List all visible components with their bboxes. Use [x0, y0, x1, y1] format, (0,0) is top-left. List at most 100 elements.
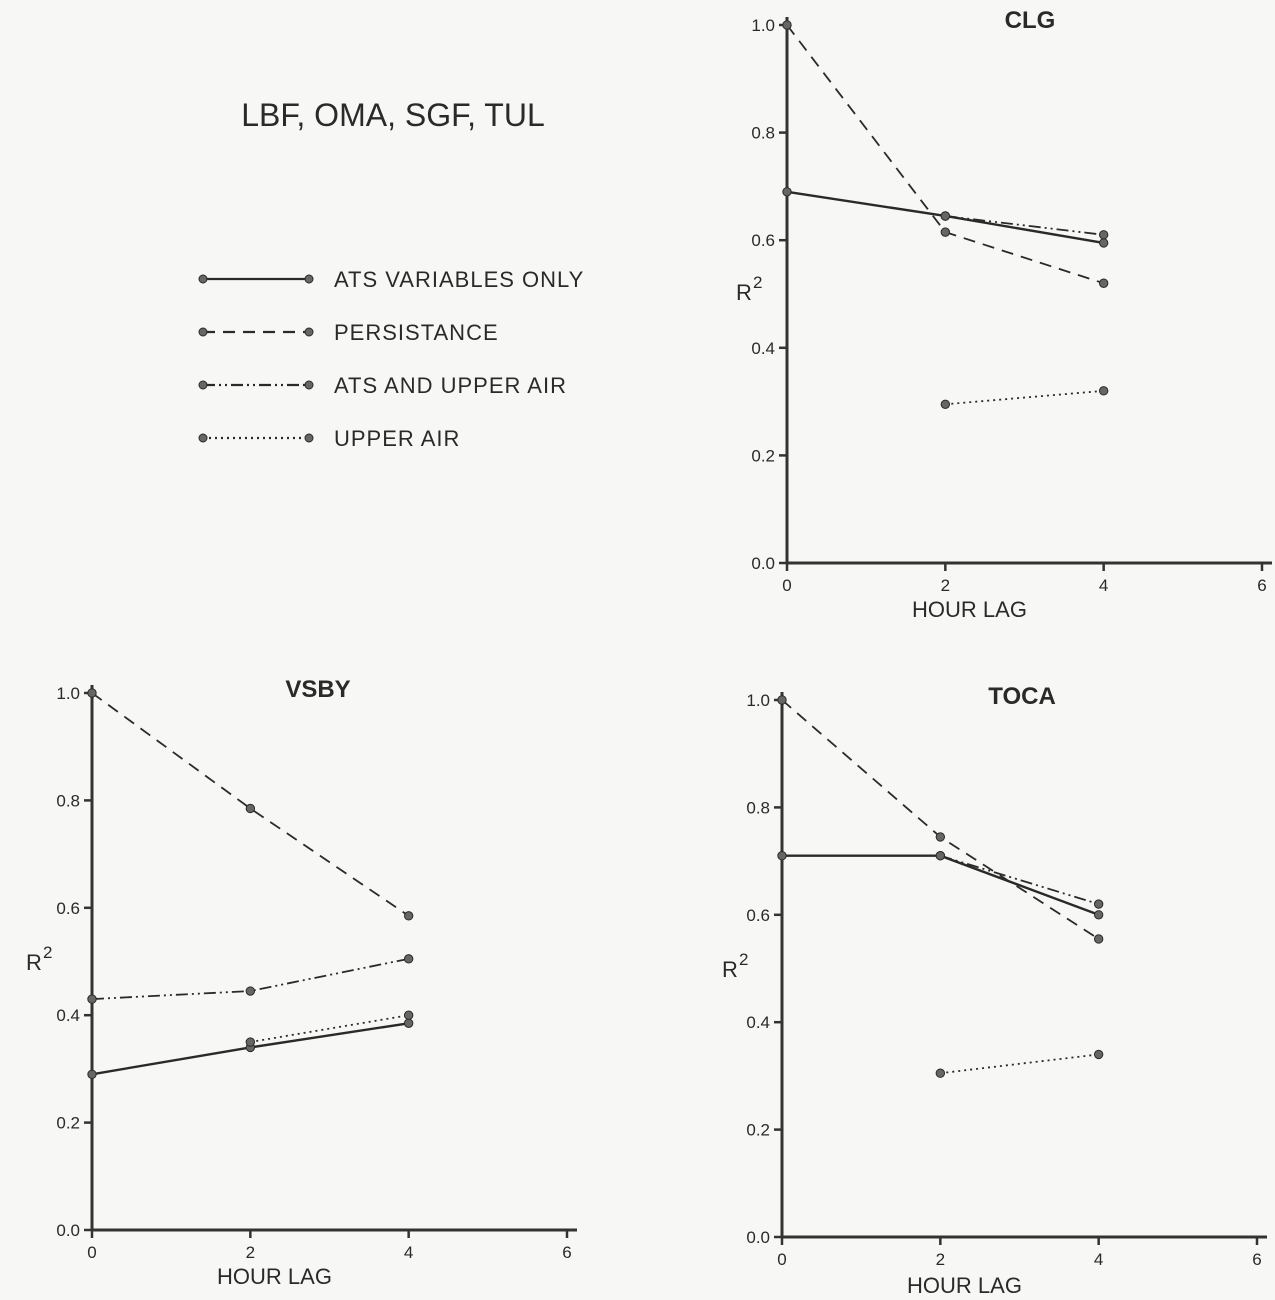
data-point-ats_upper	[1093, 899, 1104, 909]
data-point-persistence	[935, 832, 946, 842]
data-point-upper	[1093, 1049, 1104, 1060]
legend-entry-ats_upper: ATS AND UPPER AIR	[198, 373, 567, 398]
data-point-persistence	[403, 911, 414, 921]
data-point-ats	[782, 187, 792, 197]
legend-marker-end	[304, 433, 314, 443]
x-tick-label: 6	[1257, 576, 1266, 595]
legend-label-ats: ATS VARIABLES ONLY	[334, 267, 584, 292]
data-point-ats	[777, 851, 787, 861]
x-axis-title: HOUR LAG	[907, 1273, 1022, 1298]
data-point-ats	[403, 1018, 414, 1028]
x-tick-label: 2	[936, 1250, 945, 1269]
y-tick-label: 0.8	[746, 798, 770, 817]
legend-marker-end	[304, 327, 314, 337]
legend-marker-end	[304, 380, 314, 390]
series-ats_upper	[940, 211, 1109, 240]
y-tick-label: 0.0	[56, 1221, 80, 1240]
y-tick-label: 1.0	[56, 684, 80, 703]
x-tick-label: 2	[246, 1243, 255, 1262]
y-tick-label: 0.6	[56, 899, 80, 918]
data-point-persistence	[1098, 278, 1109, 288]
chart-title: VSBY	[285, 676, 350, 703]
y-tick-label: 0.8	[751, 124, 775, 143]
y-tick-label: 0.8	[56, 791, 80, 810]
y-axis-title-superscript: 2	[753, 273, 762, 292]
data-point-persistence	[777, 695, 787, 705]
x-axis-title: HOUR LAG	[217, 1264, 332, 1289]
legend-label-persistence: PERSISTANCE	[334, 320, 499, 345]
data-point-ats_upper	[403, 954, 414, 964]
y-tick-label: 0.2	[56, 1114, 80, 1133]
y-tick-label: 0.4	[746, 1013, 770, 1032]
y-tick-label: 0.4	[751, 339, 775, 358]
x-tick-label: 6	[562, 1243, 571, 1262]
y-axis-title: R	[722, 957, 738, 982]
series-persistence	[777, 695, 1104, 944]
series-upper	[940, 386, 1109, 409]
data-point-ats_upper	[245, 986, 256, 996]
data-point-ats	[87, 1069, 97, 1079]
y-tick-label: 0.2	[746, 1121, 770, 1140]
y-axis-title-superscript: 2	[43, 943, 52, 962]
data-point-persistence	[1093, 934, 1104, 944]
data-point-ats_upper	[940, 211, 951, 221]
legend-marker-end	[304, 274, 314, 284]
series-persistence	[782, 20, 1109, 288]
data-point-persistence	[782, 20, 792, 30]
x-tick-label: 0	[87, 1243, 96, 1262]
x-tick-label: 6	[1252, 1250, 1261, 1269]
chart-title: CLG	[1005, 7, 1056, 34]
legend-entry-ats: ATS VARIABLES ONLY	[198, 267, 584, 292]
x-tick-label: 0	[777, 1250, 786, 1269]
series-persistence	[87, 688, 414, 921]
x-tick-label: 2	[941, 576, 950, 595]
y-tick-label: 1.0	[746, 691, 770, 710]
y-axis-title: R	[26, 950, 42, 975]
data-point-ats	[1098, 238, 1109, 248]
data-point-upper	[403, 1010, 414, 1020]
legend-marker-start	[198, 433, 208, 443]
series-line-ats	[782, 854, 1100, 916]
chart-title: TOCA	[988, 683, 1056, 710]
data-point-ats_upper	[1098, 230, 1109, 240]
y-tick-label: 0.0	[746, 1228, 770, 1247]
legend: ATS VARIABLES ONLY PERSISTANCE ATS AND UPP…	[198, 267, 584, 451]
figure-title: LBF, OMA, SGF, TUL	[241, 97, 544, 133]
series-line-upper	[940, 1053, 1099, 1075]
series-ats_upper	[87, 954, 414, 1004]
x-tick-label: 4	[404, 1243, 413, 1262]
series-upper	[245, 1010, 414, 1047]
x-tick-label: 4	[1094, 1250, 1103, 1269]
series-ats_upper	[935, 851, 1104, 909]
series-upper	[935, 1049, 1104, 1078]
series-line-upper	[250, 1014, 409, 1043]
series-line-ats_upper	[945, 215, 1104, 236]
legend-entry-upper: UPPER AIR	[198, 426, 460, 451]
y-tick-label: 0.6	[746, 906, 770, 925]
legend-label-upper: UPPER AIR	[334, 426, 460, 451]
legend-marker-start	[198, 327, 208, 337]
data-point-upper	[245, 1037, 256, 1047]
data-point-upper	[1098, 386, 1109, 396]
series-ats	[777, 851, 1104, 920]
y-tick-label: 1.0	[751, 16, 775, 35]
series-line-upper	[945, 389, 1104, 406]
data-point-persistence	[245, 803, 256, 814]
data-point-upper	[935, 1068, 946, 1078]
y-tick-label: 0.0	[751, 554, 775, 573]
y-tick-label: 0.6	[751, 231, 775, 250]
data-point-upper	[940, 399, 951, 409]
data-point-persistence	[940, 227, 951, 237]
series-line-persistence	[91, 692, 410, 917]
y-tick-label: 0.2	[751, 446, 775, 465]
y-tick-label: 0.4	[56, 1006, 80, 1025]
x-tick-label: 4	[1099, 576, 1108, 595]
legend-label-ats_upper: ATS AND UPPER AIR	[334, 373, 567, 398]
legend-entry-persistence: PERSISTANCE	[198, 320, 499, 345]
series-ats	[87, 1018, 414, 1079]
